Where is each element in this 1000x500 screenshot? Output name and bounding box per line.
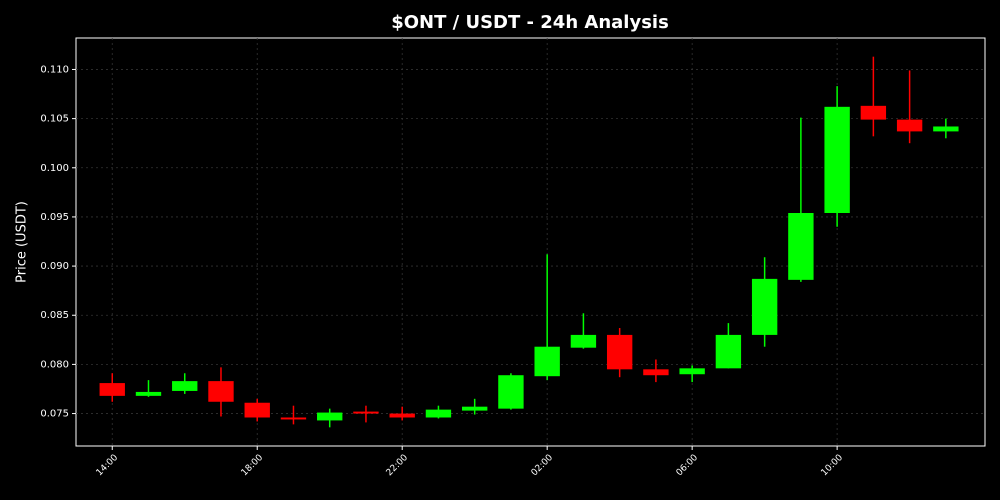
candle-body	[244, 402, 270, 418]
y-tick-label: 0.110	[40, 64, 69, 75]
candle-body	[461, 406, 488, 411]
y-tick-label: 0.085	[40, 310, 69, 321]
y-tick-label: 0.080	[40, 359, 69, 370]
candle-body	[788, 212, 814, 280]
y-tick-label: 0.090	[40, 261, 69, 272]
candle-body	[425, 409, 452, 418]
chart-title: $ONT / USDT - 24h Analysis	[391, 12, 669, 33]
candle-body	[824, 106, 850, 213]
candle-body	[353, 411, 379, 414]
y-tick-label: 0.075	[40, 409, 69, 420]
candle-body	[679, 368, 705, 375]
candle-body	[99, 383, 125, 396]
candle-body	[860, 105, 887, 120]
candle-body	[570, 334, 597, 348]
candle-body	[896, 119, 923, 132]
candle-body	[389, 413, 415, 418]
plot-frame	[75, 37, 986, 447]
candle-body	[606, 334, 633, 370]
candle-body	[534, 346, 560, 377]
y-tick-label: 0.105	[40, 114, 69, 125]
candle-body	[317, 412, 343, 421]
candle-body	[208, 381, 234, 402]
candle-body	[751, 278, 778, 335]
candle-body	[172, 381, 198, 391]
candle-body	[933, 126, 959, 132]
y-axis-label: Price (USDT)	[15, 201, 30, 283]
y-tick-label: 0.095	[40, 212, 69, 223]
candle-body	[715, 334, 742, 369]
candle-body	[280, 417, 307, 420]
candle-body	[135, 391, 162, 396]
y-tick-label: 0.100	[40, 163, 69, 174]
candle-body	[643, 369, 669, 376]
candle-body	[498, 375, 524, 409]
